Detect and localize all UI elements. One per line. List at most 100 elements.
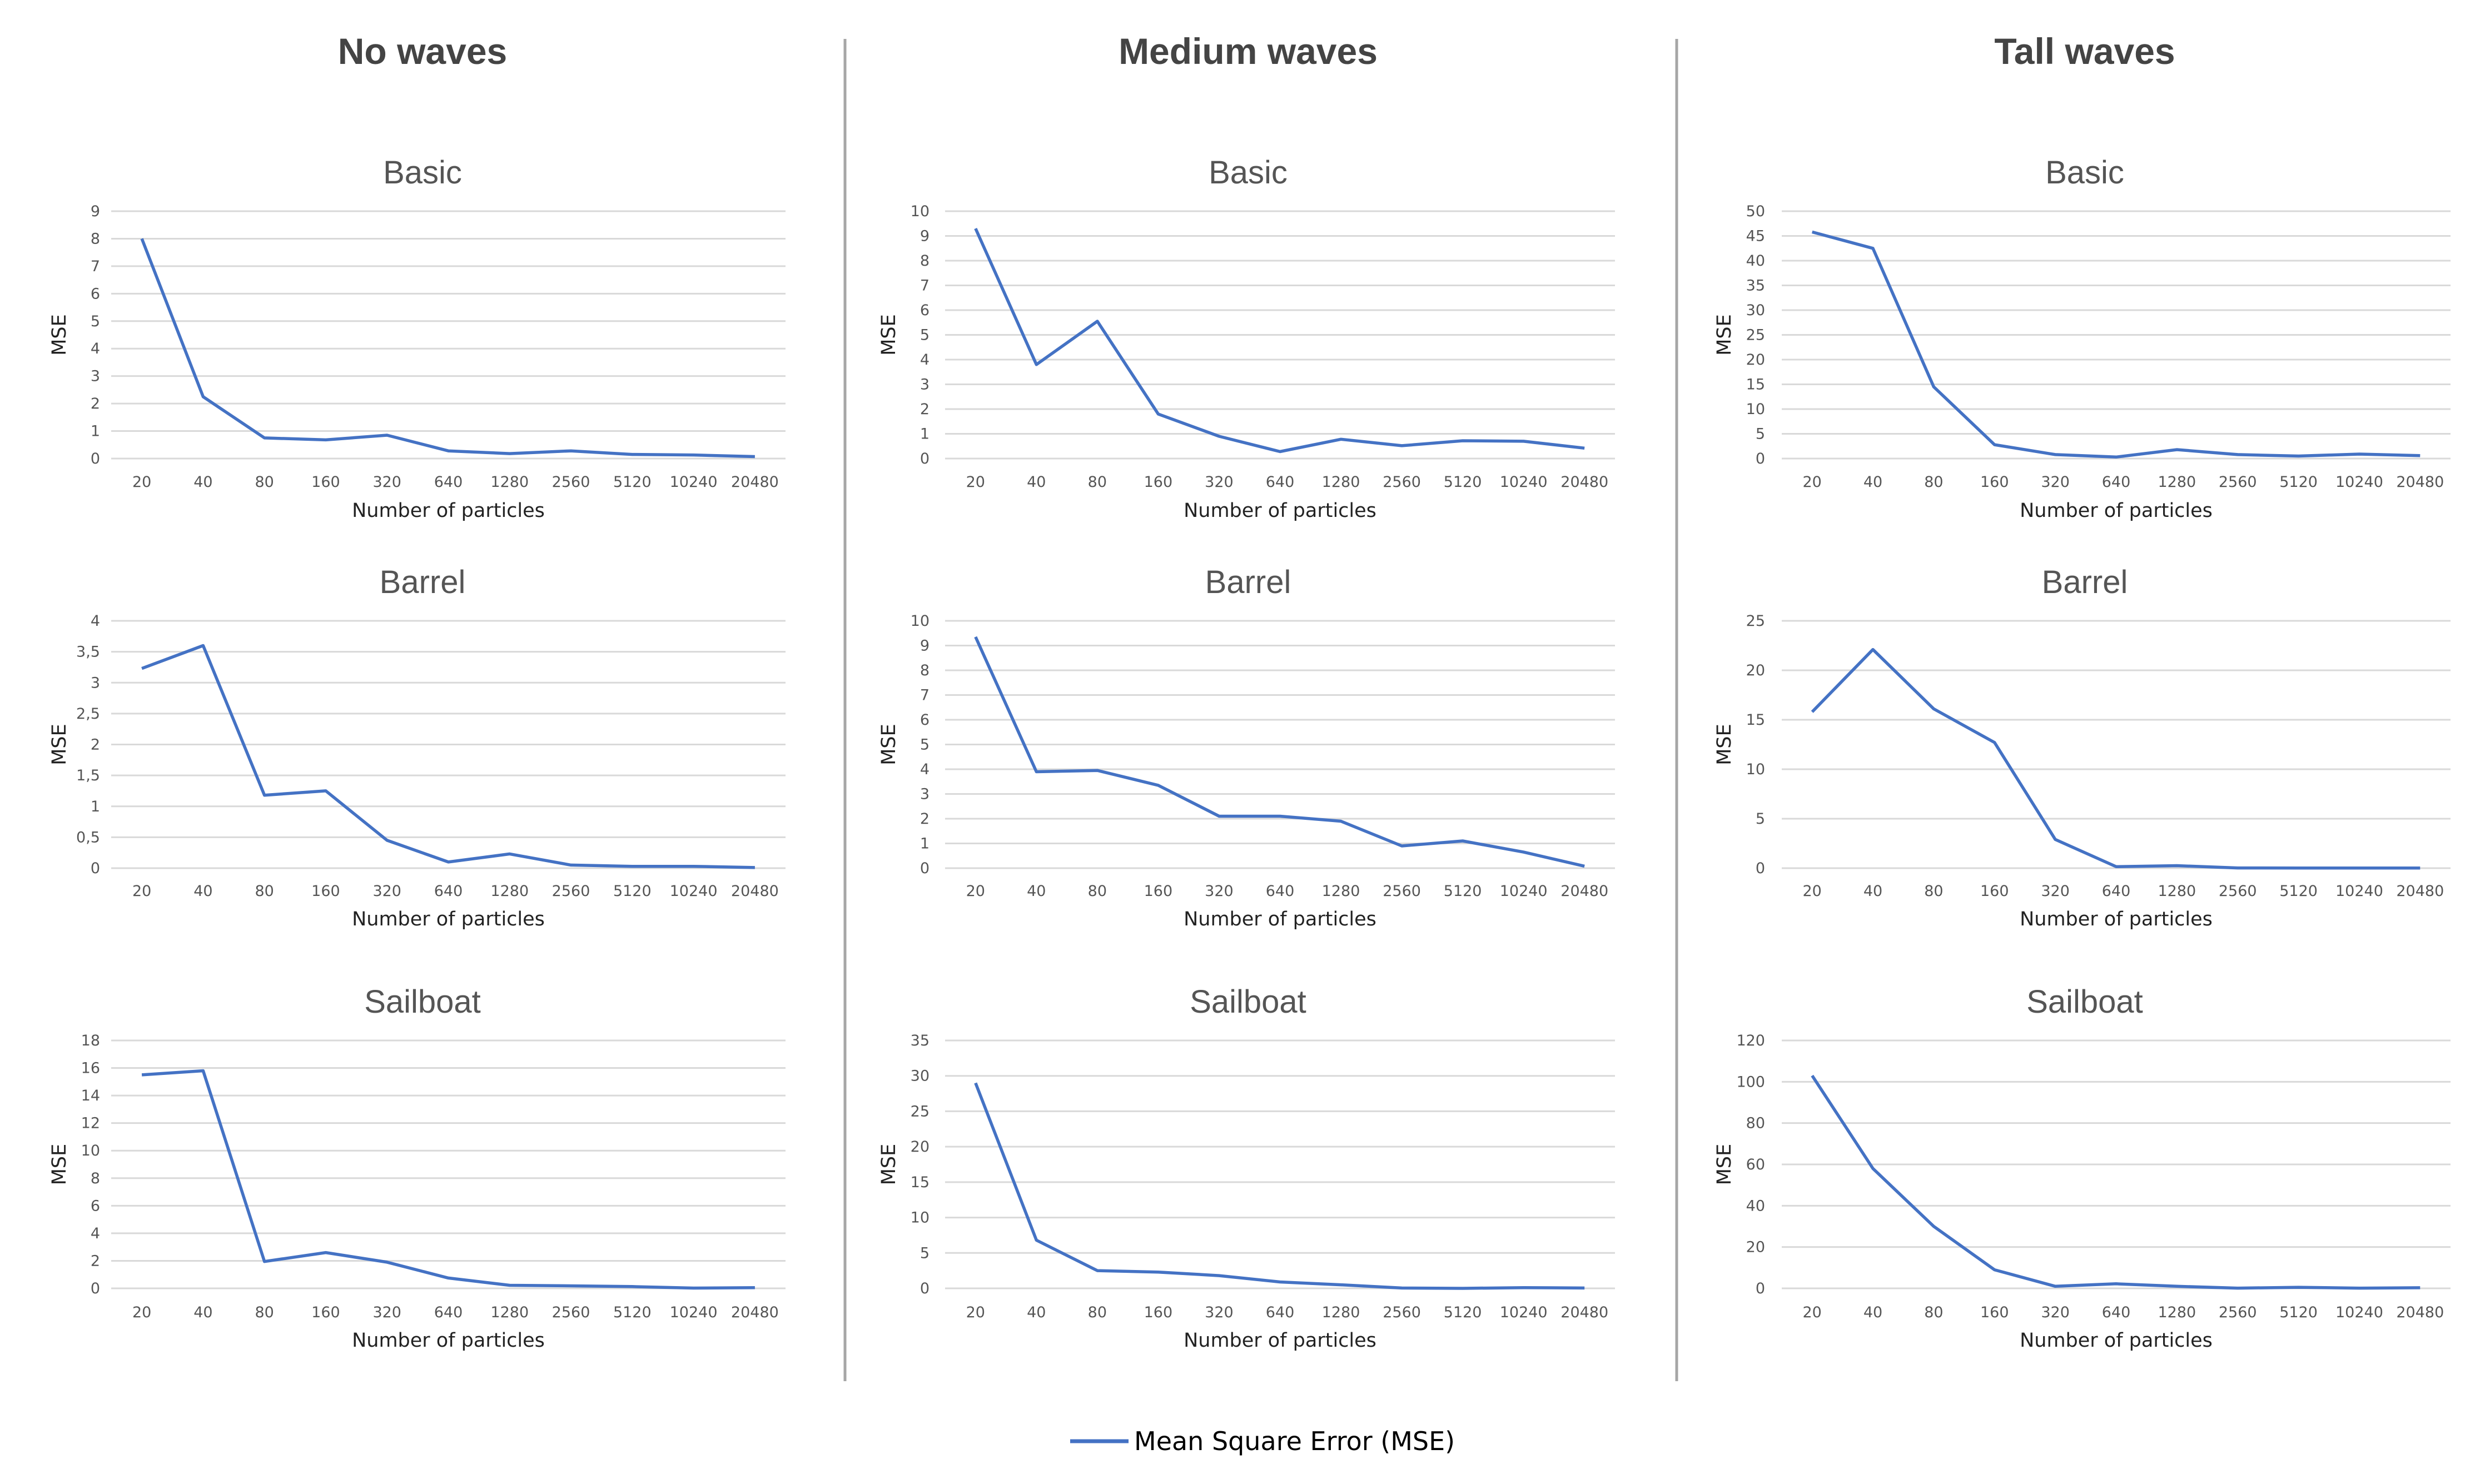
x-axis-label: Number of particles [2020,1329,2213,1352]
y-tick-label: 25 [1746,327,1765,344]
x-tick-label: 80 [1088,883,1107,900]
y-tick-label: 18 [81,1032,100,1049]
x-tick-label: 2560 [1383,474,1421,491]
y-tick-label: 7 [920,687,930,704]
x-tick-label: 10240 [1500,883,1548,900]
chart-title: Barrel [2042,564,2128,600]
y-tick-label: 25 [1746,612,1765,630]
x-axis-label: Number of particles [1184,908,1376,930]
x-tick-label: 1280 [490,474,529,491]
x-tick-label: 20480 [2396,883,2444,900]
chart-medium-waves-basic: Basic 0 1 2 3 4 5 6 7 8 9 10 20 40 80 160 320 640 1280 2560… [878,155,1615,522]
y-tick-label: 5 [920,736,930,754]
x-tick-label: 10240 [670,883,718,900]
x-tick-label: 40 [1027,474,1046,491]
y-tick-label: 20 [1746,662,1765,679]
x-tick-label: 1280 [2158,474,2196,491]
y-tick-label: 1,5 [76,767,100,784]
y-tick-label: 20 [1746,351,1765,368]
y-tick-label: 2 [91,395,100,412]
y-tick-label: 2,5 [76,705,100,723]
series-line-mse [1811,1074,2421,1290]
y-tick-label: 3 [920,376,930,394]
x-tick-label: 20480 [1560,474,1608,491]
y-axis-label: MSE [48,314,71,356]
chart-no-waves-basic: Basic 0 1 2 3 4 5 6 7 8 9 20 40 80 160 320 640 1280 2560 51… [48,155,786,522]
x-tick-label: 10240 [2335,474,2383,491]
x-tick-label: 20 [132,883,151,900]
y-tick-label: 7 [920,277,930,295]
x-tick-label: 20 [966,1304,985,1321]
y-tick-label: 40 [1746,1197,1765,1214]
x-tick-label: 160 [311,1304,340,1321]
column-title-no-waves: No waves [338,31,507,72]
y-tick-label: 3 [91,368,100,385]
x-tick-label: 640 [2102,1304,2131,1321]
y-tick-label: 5 [920,327,930,344]
x-tick-label: 640 [434,1304,463,1321]
y-tick-label: 8 [91,230,100,247]
x-tick-label: 640 [434,883,463,900]
x-tick-label: 2560 [2219,1304,2257,1321]
x-tick-label: 320 [372,883,401,900]
y-tick-label: 12 [81,1115,100,1132]
y-tick-label: 8 [91,1170,100,1187]
y-tick-label: 0 [91,450,100,467]
x-tick-label: 160 [1980,883,2009,900]
y-tick-label: 4 [920,761,930,778]
x-tick-label: 5120 [613,1304,652,1321]
y-tick-label: 15 [1746,376,1765,394]
y-tick-label: 2 [91,736,100,754]
x-tick-label: 640 [1266,1304,1295,1321]
x-tick-label: 80 [1088,1304,1107,1321]
x-axis-label: Number of particles [352,500,545,522]
x-tick-label: 40 [193,1304,212,1321]
x-tick-label: 640 [1266,883,1295,900]
y-tick-label: 10 [1746,401,1765,418]
x-tick-label: 2560 [1383,1304,1421,1321]
y-tick-label: 100 [1736,1073,1765,1090]
y-tick-label: 0 [91,1280,100,1297]
x-axis-label: Number of particles [2020,500,2213,522]
chart-tall-waves-barrel: Barrel 0 5 10 15 20 25 20 40 80 160 320 640 1280 2560 5… [1713,564,2451,930]
y-tick-label: 0,5 [76,829,100,846]
x-tick-label: 5120 [1444,883,1482,900]
chart-title: Basic [1209,155,1288,191]
x-tick-label: 80 [1088,474,1107,491]
x-tick-label: 1280 [1322,883,1360,900]
y-tick-label: 0 [920,450,930,467]
y-tick-label: 3,5 [76,644,100,661]
x-tick-label: 2560 [2219,883,2257,900]
x-tick-label: 5120 [1444,1304,1482,1321]
x-axis-label: Number of particles [1184,1329,1376,1352]
y-axis-label: MSE [878,1144,900,1186]
y-tick-label: 0 [1756,860,1765,877]
x-tick-label: 640 [2102,883,2131,900]
series-line-mse [974,227,1585,454]
x-tick-label: 160 [311,474,340,491]
x-tick-label: 1280 [2158,883,2196,900]
x-tick-label: 10240 [2335,883,2383,900]
y-tick-label: 4 [91,340,100,357]
y-tick-label: 2 [91,1252,100,1269]
x-axis-label: Number of particles [1184,500,1376,522]
x-tick-label: 10240 [1500,474,1548,491]
x-tick-label: 5120 [2279,1304,2318,1321]
chart-medium-waves-sailboat: Sailboat 0 5 10 15 20 25 30 35 20 40 80 160 320 640 128… [878,984,1615,1352]
x-tick-label: 20480 [1560,883,1608,900]
y-tick-label: 4 [920,351,930,368]
y-axis-label: MSE [878,724,900,765]
x-tick-label: 1280 [1322,1304,1360,1321]
x-axis-label: Number of particles [352,908,545,930]
x-tick-label: 160 [311,883,340,900]
y-tick-label: 10 [81,1142,100,1159]
x-tick-label: 1280 [490,883,529,900]
y-tick-label: 6 [91,1197,100,1214]
y-tick-label: 9 [920,638,930,655]
x-tick-label: 10240 [670,474,718,491]
y-tick-label: 15 [1746,711,1765,729]
y-tick-label: 1 [91,798,100,815]
x-tick-label: 1280 [1322,474,1360,491]
